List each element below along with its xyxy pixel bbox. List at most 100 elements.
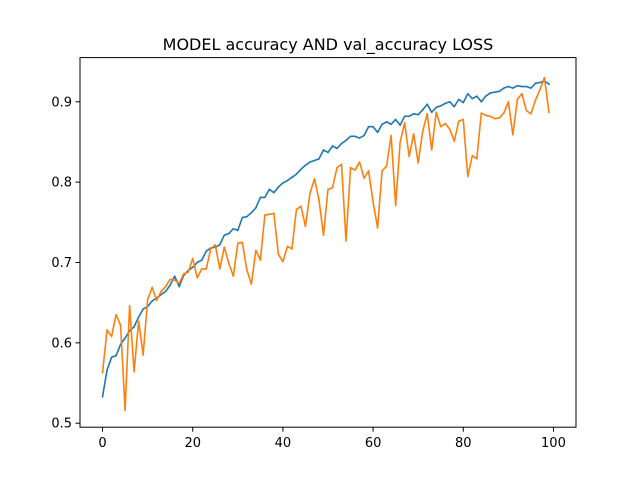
data-point <box>354 169 356 171</box>
data-point <box>489 92 492 94</box>
data-point <box>376 131 379 134</box>
data-point <box>209 248 212 250</box>
data-point <box>457 98 460 101</box>
data-point <box>313 159 316 162</box>
data-point <box>381 170 383 172</box>
data-point <box>417 113 419 116</box>
y-tick-label: 0.7 <box>51 256 72 271</box>
data-point <box>466 175 469 178</box>
data-point <box>421 109 424 111</box>
data-point <box>151 300 153 302</box>
data-point <box>453 140 456 142</box>
data-point <box>295 173 298 175</box>
data-point <box>336 147 338 150</box>
data-point <box>228 232 230 235</box>
data-point <box>453 105 456 108</box>
data-point <box>363 177 365 179</box>
data-point <box>390 123 392 126</box>
data-point <box>155 299 158 302</box>
data-point <box>430 111 433 114</box>
data-point <box>471 154 474 157</box>
data-point <box>345 139 347 142</box>
y-tick-label: 0.5 <box>51 417 72 432</box>
data-point <box>399 124 401 126</box>
data-point <box>507 85 510 88</box>
data-point <box>367 125 370 128</box>
data-point <box>444 102 447 105</box>
data-point <box>412 113 415 115</box>
series-points-0 <box>101 80 550 398</box>
data-point <box>363 134 365 137</box>
data-point <box>106 329 108 331</box>
data-point <box>480 112 483 114</box>
y-tick-label: 0.9 <box>51 95 72 110</box>
data-point <box>309 192 311 195</box>
data-point <box>277 253 280 256</box>
data-point <box>264 196 266 199</box>
data-point <box>331 145 334 147</box>
data-point <box>228 262 230 265</box>
data-point <box>277 186 280 188</box>
data-point <box>268 188 271 191</box>
data-point <box>187 271 190 273</box>
data-point <box>439 125 442 128</box>
data-point <box>408 155 410 158</box>
data-point <box>286 179 289 182</box>
y-tick-label: 0.6 <box>51 336 72 351</box>
data-point <box>286 245 289 248</box>
data-point <box>200 268 203 270</box>
data-point <box>182 272 185 275</box>
data-point <box>448 100 451 103</box>
data-point <box>548 83 550 85</box>
data-point <box>205 268 208 270</box>
data-point <box>237 229 239 232</box>
data-point <box>246 215 248 218</box>
data-point <box>115 313 117 316</box>
data-point <box>385 121 388 123</box>
data-point <box>516 98 519 101</box>
data-point <box>331 186 334 189</box>
data-point <box>291 248 293 250</box>
data-point <box>494 117 496 120</box>
data-point <box>462 101 465 104</box>
data-point <box>160 290 162 293</box>
data-point <box>358 137 361 139</box>
data-point <box>417 162 419 164</box>
data-point <box>142 354 144 356</box>
data-point <box>412 133 415 135</box>
data-point <box>358 161 361 163</box>
data-point <box>101 395 104 398</box>
data-point <box>218 244 221 246</box>
data-point <box>259 196 262 199</box>
data-point <box>268 213 271 216</box>
data-point <box>282 260 284 263</box>
data-point <box>173 275 176 277</box>
series-layer <box>101 76 551 412</box>
data-point <box>142 308 144 310</box>
data-point <box>503 112 505 114</box>
data-point <box>485 114 487 117</box>
data-point <box>426 113 429 115</box>
data-point <box>282 182 284 184</box>
data-point <box>300 168 302 171</box>
data-point <box>124 337 126 339</box>
data-point <box>530 113 532 115</box>
data-point <box>200 259 203 261</box>
data-point <box>534 82 537 85</box>
data-point <box>340 142 343 145</box>
data-point <box>512 87 514 89</box>
data-point <box>322 234 325 236</box>
x-tick-label: 20 <box>184 436 201 451</box>
data-point <box>264 214 266 216</box>
data-point <box>133 325 135 328</box>
data-point <box>214 244 217 246</box>
data-point <box>521 85 523 88</box>
data-point <box>160 293 162 296</box>
data-point <box>390 134 392 137</box>
data-point <box>349 166 352 169</box>
x-axis: 0 20 40 60 80 100 <box>98 427 566 451</box>
plot-frame <box>79 57 577 428</box>
data-point <box>439 105 442 107</box>
data-point <box>241 241 244 244</box>
data-point <box>399 141 401 143</box>
